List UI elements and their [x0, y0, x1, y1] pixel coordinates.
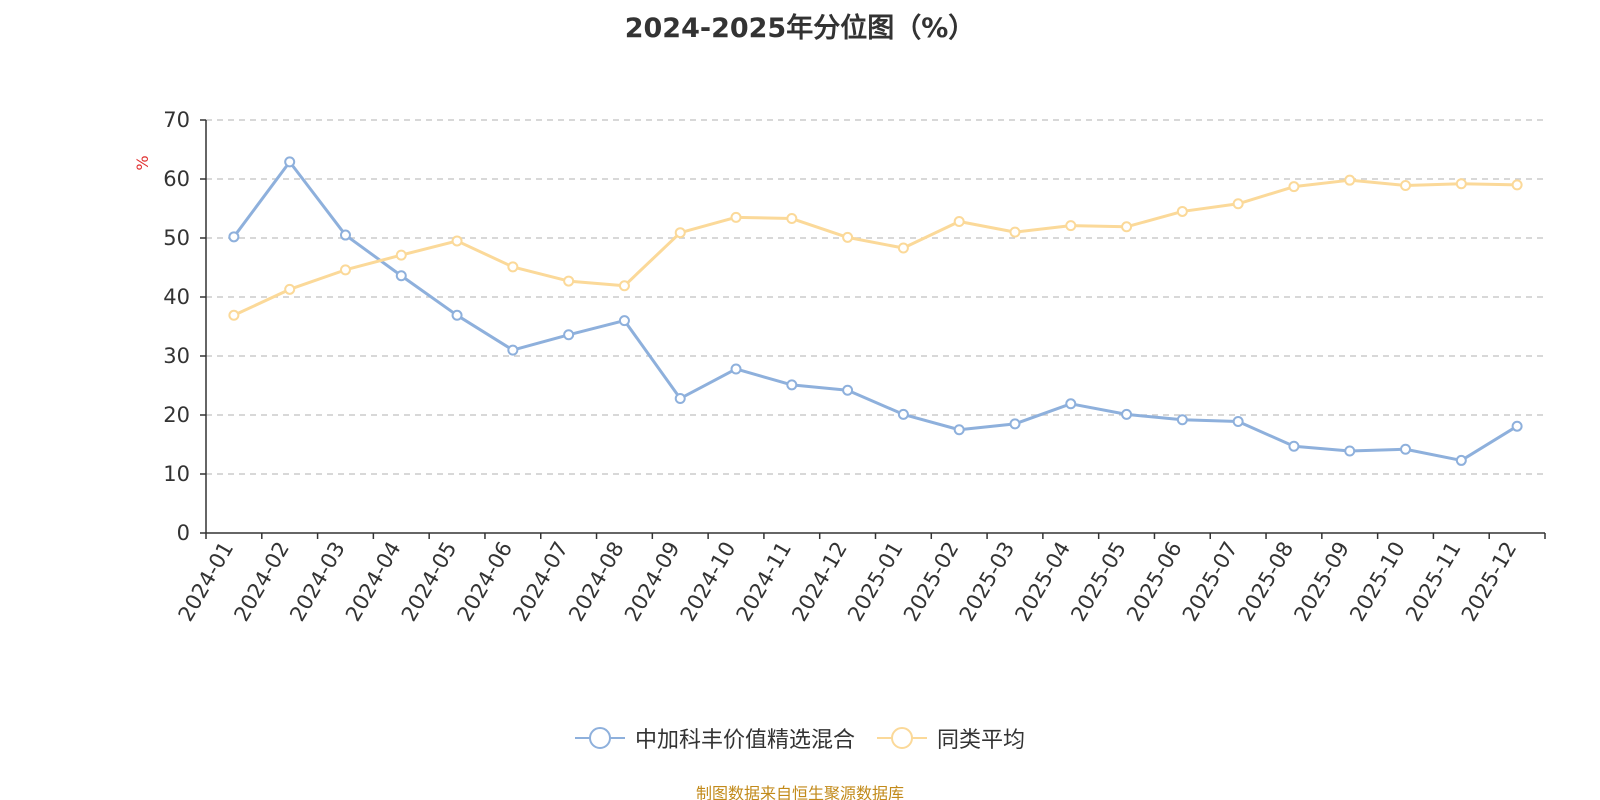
- data-point-1-2025-04[interactable]: [1065, 220, 1077, 232]
- data-point-1-2024-03[interactable]: [339, 264, 351, 276]
- x-tick-label-2025-10: 2025-10: [1345, 538, 1410, 626]
- x-tick-label-2024-09: 2024-09: [620, 538, 685, 626]
- x-tick-label-2024-01: 2024-01: [174, 538, 239, 626]
- x-tick-label-2024-05: 2024-05: [397, 538, 462, 626]
- legend-item-average[interactable]: 同类平均: [877, 722, 1025, 754]
- data-point-1-2024-09[interactable]: [674, 227, 686, 239]
- grid-lines: [206, 119, 1545, 475]
- data-point-0-2024-09[interactable]: [674, 392, 686, 404]
- series-lines: [228, 156, 1523, 466]
- data-point-0-2025-09[interactable]: [1344, 445, 1356, 457]
- y-tick-label-70: 70: [163, 108, 190, 132]
- x-tick-label-2025-03: 2025-03: [955, 538, 1020, 626]
- data-point-0-2024-10[interactable]: [730, 363, 742, 375]
- legend-fund-label: 中加科丰价值精选混合: [634, 728, 855, 753]
- data-point-1-2024-02[interactable]: [284, 283, 296, 295]
- data-point-0-2025-03[interactable]: [1009, 418, 1021, 430]
- data-point-0-2025-11[interactable]: [1455, 454, 1467, 466]
- y-axis-label: %: [133, 155, 152, 170]
- x-tick-label-2025-06: 2025-06: [1122, 538, 1187, 626]
- data-source-note: 制图数据来自恒生聚源数据库: [695, 784, 904, 800]
- data-point-1-2024-07[interactable]: [563, 275, 575, 287]
- y-tick-label-60: 60: [163, 167, 190, 191]
- data-point-0-2025-04[interactable]: [1065, 398, 1077, 410]
- x-tick-label-2025-11: 2025-11: [1401, 538, 1466, 626]
- x-tick-label-2025-01: 2025-01: [843, 538, 908, 626]
- data-point-1-2025-10[interactable]: [1400, 179, 1412, 191]
- x-tick-label-2024-06: 2024-06: [453, 538, 518, 626]
- data-point-0-2024-11[interactable]: [786, 379, 798, 391]
- x-tick-label-2025-12: 2025-12: [1457, 538, 1522, 626]
- data-point-0-2025-02[interactable]: [953, 424, 965, 436]
- data-point-0-2025-05[interactable]: [1121, 408, 1133, 420]
- data-point-1-2024-11[interactable]: [786, 213, 798, 225]
- legend-item-fund[interactable]: 中加科丰价值精选混合: [574, 722, 855, 754]
- data-point-0-2025-01[interactable]: [897, 408, 909, 420]
- data-point-0-2024-02[interactable]: [284, 156, 296, 168]
- data-point-0-2025-08[interactable]: [1288, 440, 1300, 452]
- data-point-1-2024-08[interactable]: [618, 280, 630, 292]
- y-tick-label-50: 50: [163, 226, 190, 250]
- legend-average-label: 同类平均: [937, 728, 1026, 753]
- legend-average-line-icon: [877, 727, 927, 749]
- x-tick-label-2025-09: 2025-09: [1289, 538, 1354, 626]
- data-point-0-2024-01[interactable]: [228, 231, 240, 243]
- y-tick-label-0: 0: [177, 521, 190, 545]
- x-tick-label-2024-11: 2024-11: [731, 538, 796, 626]
- data-point-1-2024-01[interactable]: [228, 309, 240, 321]
- x-tick-label-2024-04: 2024-04: [341, 538, 406, 626]
- data-point-1-2025-09[interactable]: [1344, 174, 1356, 186]
- x-tick-label-2024-08: 2024-08: [564, 538, 629, 626]
- data-point-0-2024-07[interactable]: [563, 329, 575, 341]
- data-point-1-2025-06[interactable]: [1176, 205, 1188, 217]
- x-tick-label-2025-05: 2025-05: [1066, 538, 1131, 626]
- y-tick-label-40: 40: [163, 285, 190, 309]
- data-point-1-2025-05[interactable]: [1121, 221, 1133, 233]
- x-tick-label-2025-04: 2025-04: [1010, 538, 1075, 626]
- legend-fund-line-icon: [574, 727, 625, 749]
- axes: 0102030405060702024-012024-022024-032024…: [163, 108, 1546, 626]
- line-chart: 0102030405060702024-012024-022024-032024…: [133, 108, 1546, 626]
- data-point-1-2025-03[interactable]: [1009, 226, 1021, 238]
- y-tick-label-20: 20: [163, 403, 190, 427]
- data-point-0-2024-03[interactable]: [339, 229, 351, 241]
- x-tick-label-2024-10: 2024-10: [676, 538, 741, 626]
- data-point-1-2024-04[interactable]: [395, 249, 407, 261]
- series-line-1: [233, 178, 1518, 317]
- y-tick-label-10: 10: [163, 462, 190, 486]
- data-point-0-2024-06[interactable]: [507, 344, 519, 356]
- data-point-1-2025-07[interactable]: [1232, 198, 1244, 210]
- data-point-0-2024-08[interactable]: [618, 315, 630, 327]
- data-point-1-2025-01[interactable]: [897, 242, 909, 254]
- y-tick-label-30: 30: [163, 344, 190, 368]
- x-tick-label-2025-02: 2025-02: [899, 538, 964, 626]
- x-tick-label-2025-08: 2025-08: [1234, 538, 1299, 626]
- x-tick-label-2024-02: 2024-02: [229, 538, 294, 626]
- series-line-0: [232, 160, 1518, 462]
- data-point-1-2024-12[interactable]: [842, 231, 854, 243]
- data-point-0-2024-12[interactable]: [842, 384, 854, 396]
- chart-title: 2024-2025年分位图（%）: [624, 13, 976, 44]
- legend: 中加科丰价值精选混合 同类平均: [0, 722, 1600, 754]
- data-point-0-2025-10[interactable]: [1400, 443, 1412, 455]
- data-point-1-2025-12[interactable]: [1511, 179, 1523, 191]
- x-tick-label-2024-03: 2024-03: [285, 538, 350, 626]
- data-point-0-2024-05[interactable]: [451, 309, 463, 321]
- data-point-0-2025-06[interactable]: [1176, 414, 1188, 426]
- data-point-0-2025-12[interactable]: [1511, 420, 1523, 432]
- x-tick-label-2024-12: 2024-12: [787, 538, 852, 626]
- x-tick-label-2024-07: 2024-07: [508, 538, 573, 626]
- data-point-1-2024-06[interactable]: [507, 261, 519, 273]
- data-point-0-2025-07[interactable]: [1232, 415, 1244, 427]
- data-point-0-2024-04[interactable]: [395, 270, 407, 282]
- data-point-1-2025-08[interactable]: [1288, 181, 1300, 193]
- data-point-1-2025-02[interactable]: [953, 215, 965, 227]
- data-point-1-2025-11[interactable]: [1455, 178, 1467, 190]
- x-tick-label-2025-07: 2025-07: [1178, 538, 1243, 626]
- data-point-1-2024-10[interactable]: [730, 211, 742, 223]
- data-point-1-2024-05[interactable]: [451, 235, 463, 247]
